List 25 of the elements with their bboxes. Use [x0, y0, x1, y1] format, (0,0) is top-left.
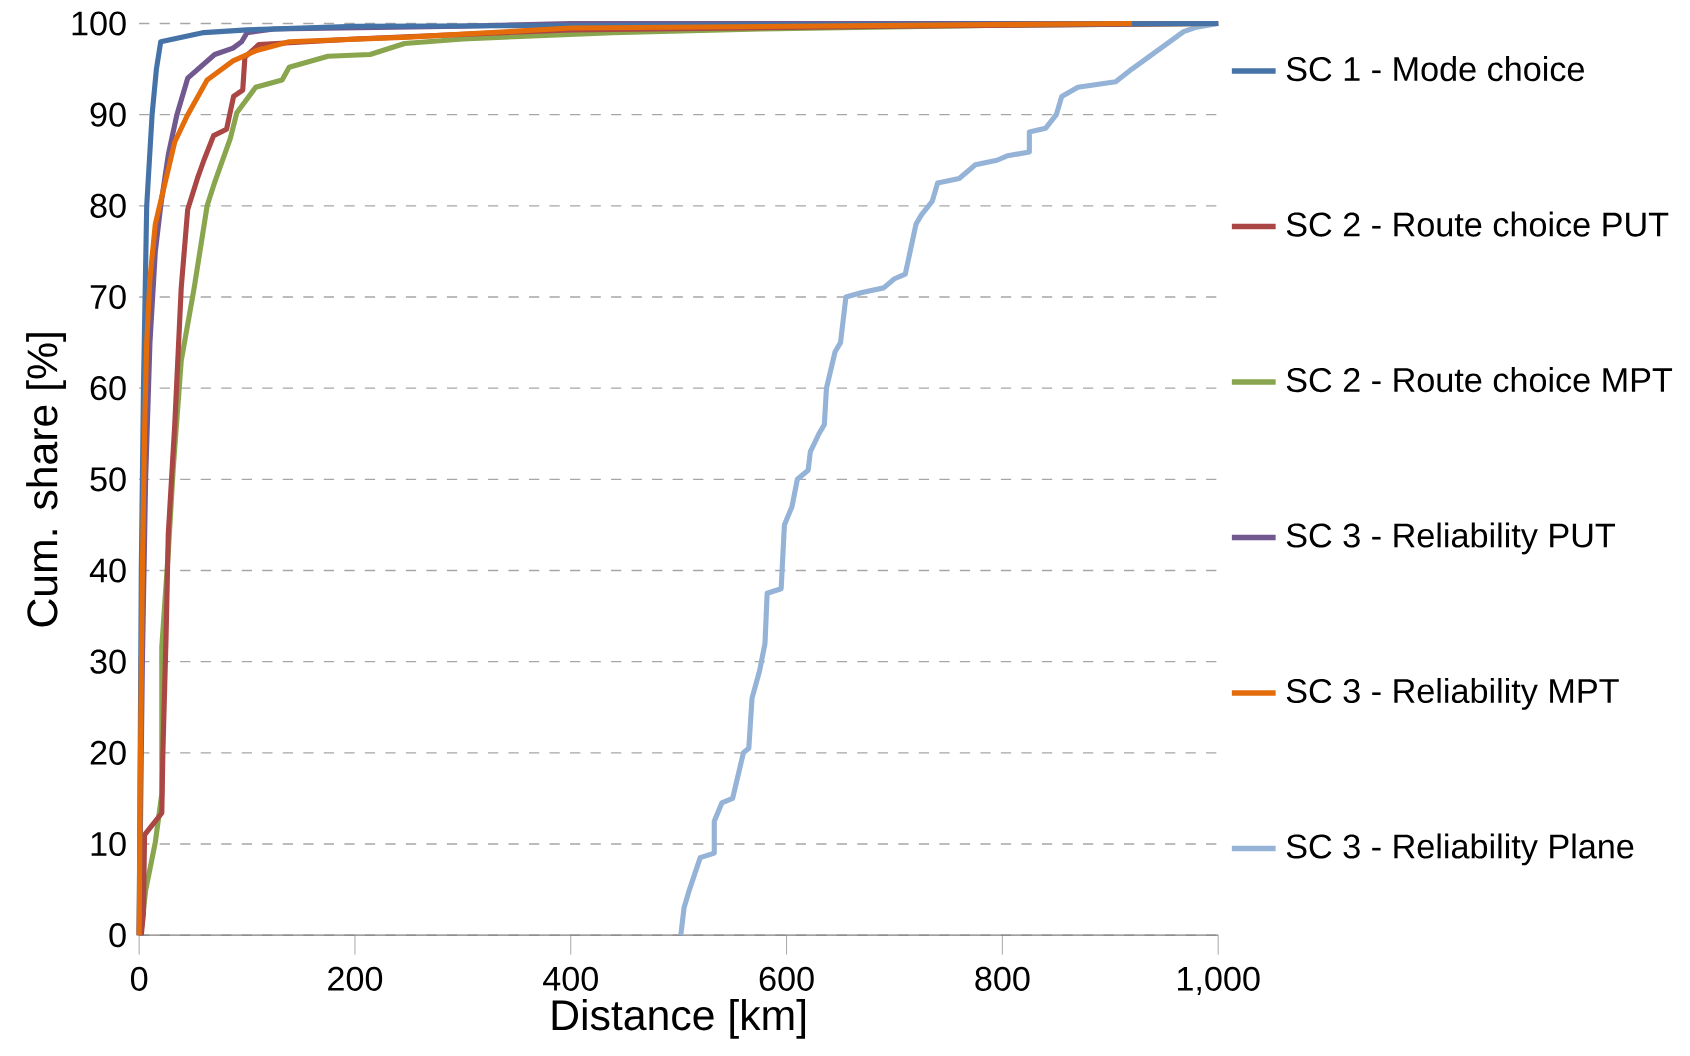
y-tick-label: 60 — [90, 376, 126, 401]
y-tick-label: 100 — [72, 11, 126, 36]
legend-label: SC 3 - Reliability Plane — [1286, 833, 1634, 866]
y-tick-label: 70 — [90, 284, 126, 310]
legend-label: SC 2 - Route choice PUT — [1286, 211, 1669, 237]
y-tick-label: 40 — [89, 558, 126, 583]
y-tick-label: 90 — [90, 102, 126, 127]
x-axis-title: Distance [km] — [552, 999, 806, 1039]
legend-label: SC 3 - Reliability PUT — [1286, 522, 1615, 555]
y-tick-label: 20 — [90, 740, 126, 766]
y-tick-label: 50 — [90, 467, 126, 492]
y-tick-label: 10 — [91, 832, 126, 857]
x-tick-label: 1,000 — [1178, 966, 1260, 996]
x-tick-label: 800 — [975, 966, 1030, 991]
x-tick-label: 400 — [543, 966, 598, 991]
legend-label: SC 1 - Mode choice — [1286, 56, 1584, 82]
y-tick-label: 30 — [90, 649, 126, 674]
x-tick-label: 600 — [759, 966, 814, 991]
x-tick-label: 200 — [328, 966, 383, 991]
y-tick-label: 0 — [109, 923, 126, 948]
y-tick-label: 80 — [90, 193, 126, 218]
y-axis-title: Cum. share [%] — [26, 333, 66, 627]
legend-label: SC 2 - Route choice MPT — [1286, 367, 1673, 393]
legend-label: SC 3 - Reliability MPT — [1286, 678, 1619, 710]
x-tick-label: 0 — [130, 966, 148, 991]
